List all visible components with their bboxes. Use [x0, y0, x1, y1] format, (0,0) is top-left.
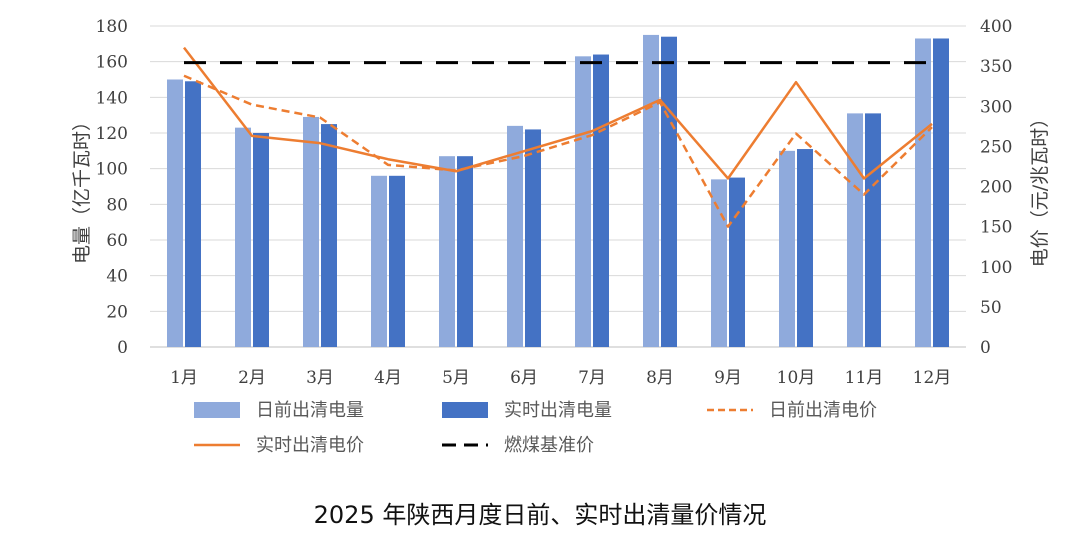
x-tick-label: 4月 [374, 368, 402, 388]
x-tick-label: 7月 [578, 368, 606, 388]
bar-dayahead-volume [507, 125, 523, 347]
legend-label: 实时出清电量 [504, 400, 612, 421]
y-tick-label: 140 [96, 88, 128, 108]
y2-tick-label: 350 [980, 57, 1012, 77]
realtime-price-line [183, 46, 933, 180]
bar-realtime-volume [389, 175, 405, 347]
chart-title: 2025 年陕西月度日前、实时出清量价情况 [313, 501, 767, 529]
chart: 0 20 40 60 80 100 120 140 160 180 0 50 100 150 200 250 3… [71, 17, 1051, 456]
x-tick-label: 9月 [714, 368, 742, 388]
bar-dayahead-volume [779, 150, 795, 347]
y-tick-label: 120 [96, 124, 128, 144]
bar-realtime-volume [253, 133, 269, 347]
y-tick-label: 60 [106, 231, 128, 251]
y-tick-label: 40 [106, 267, 128, 287]
x-tick-label: 6月 [510, 368, 538, 388]
x-tick-label: 12月 [913, 368, 952, 388]
y2-tick-label: 250 [980, 137, 1012, 157]
legend-label: 日前出清电价 [769, 400, 877, 421]
bar-realtime-volume [457, 156, 473, 347]
bar-realtime-volume [185, 81, 201, 348]
bar-dayahead-volume [167, 79, 183, 347]
bars [167, 34, 949, 348]
y2-tick-label: 400 [980, 17, 1012, 37]
x-tick-label: 1月 [170, 368, 198, 388]
y-tick-label: 80 [106, 195, 128, 215]
gridlines [150, 25, 966, 348]
bar-dayahead-volume [235, 127, 251, 348]
y2-tick-label: 300 [980, 97, 1012, 117]
tick-labels: 0 20 40 60 80 100 120 140 160 180 0 50 100 150 200 250 3… [96, 17, 1013, 388]
bar-realtime-volume [865, 113, 881, 347]
y-tick-label: 20 [106, 302, 128, 322]
x-tick-label: 8月 [646, 368, 674, 388]
y-tick-label: 180 [96, 17, 128, 37]
bar-dayahead-volume [643, 34, 659, 348]
x-tick-label: 2月 [238, 368, 266, 388]
bar-realtime-volume [933, 38, 949, 347]
y2-tick-label: 100 [980, 258, 1012, 278]
dayahead-price-line [183, 74, 933, 228]
bar-realtime-volume [729, 177, 745, 347]
x-tick-label: 3月 [306, 368, 334, 388]
legend-label: 日前出清电量 [256, 400, 364, 421]
bar-realtime-volume [525, 129, 541, 347]
y-tick-label: 0 [117, 338, 128, 358]
bar-dayahead-volume [371, 175, 387, 347]
x-tick-label: 11月 [845, 368, 884, 388]
y2-tick-label: 50 [980, 298, 1002, 318]
y2-tick-label: 0 [980, 338, 991, 358]
legend-label: 燃煤基准价 [504, 435, 594, 456]
bar-realtime-volume [661, 36, 677, 347]
bar-realtime-volume [797, 149, 813, 347]
bar-dayahead-volume [303, 116, 319, 347]
y-axis-title: 电量（亿千瓦时） [71, 112, 93, 264]
bar-dayahead-volume [575, 56, 591, 348]
y2-tick-label: 150 [980, 218, 1012, 238]
legend-swatch [194, 402, 240, 418]
x-tick-label: 5月 [442, 368, 470, 388]
bar-dayahead-volume [915, 38, 931, 347]
legend-label: 实时出清电价 [256, 435, 364, 456]
y-tick-label: 100 [96, 160, 128, 180]
y-tick-label: 160 [96, 53, 128, 73]
legend-swatch [442, 402, 488, 418]
bar-realtime-volume [593, 54, 609, 348]
lines [183, 46, 933, 228]
bar-realtime-volume [321, 124, 337, 347]
y2-axis-title: 电价（元/兆瓦时） [1029, 109, 1051, 267]
bar-dayahead-volume [847, 113, 863, 347]
x-tick-label: 10月 [777, 368, 816, 388]
y2-tick-label: 200 [980, 178, 1012, 198]
bar-dayahead-volume [711, 179, 727, 347]
bar-dayahead-volume [439, 156, 455, 347]
